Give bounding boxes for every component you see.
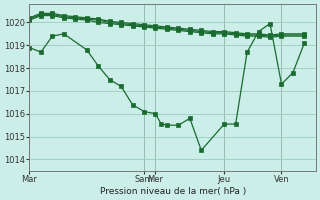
- X-axis label: Pression niveau de la mer( hPa ): Pression niveau de la mer( hPa ): [100, 187, 246, 196]
